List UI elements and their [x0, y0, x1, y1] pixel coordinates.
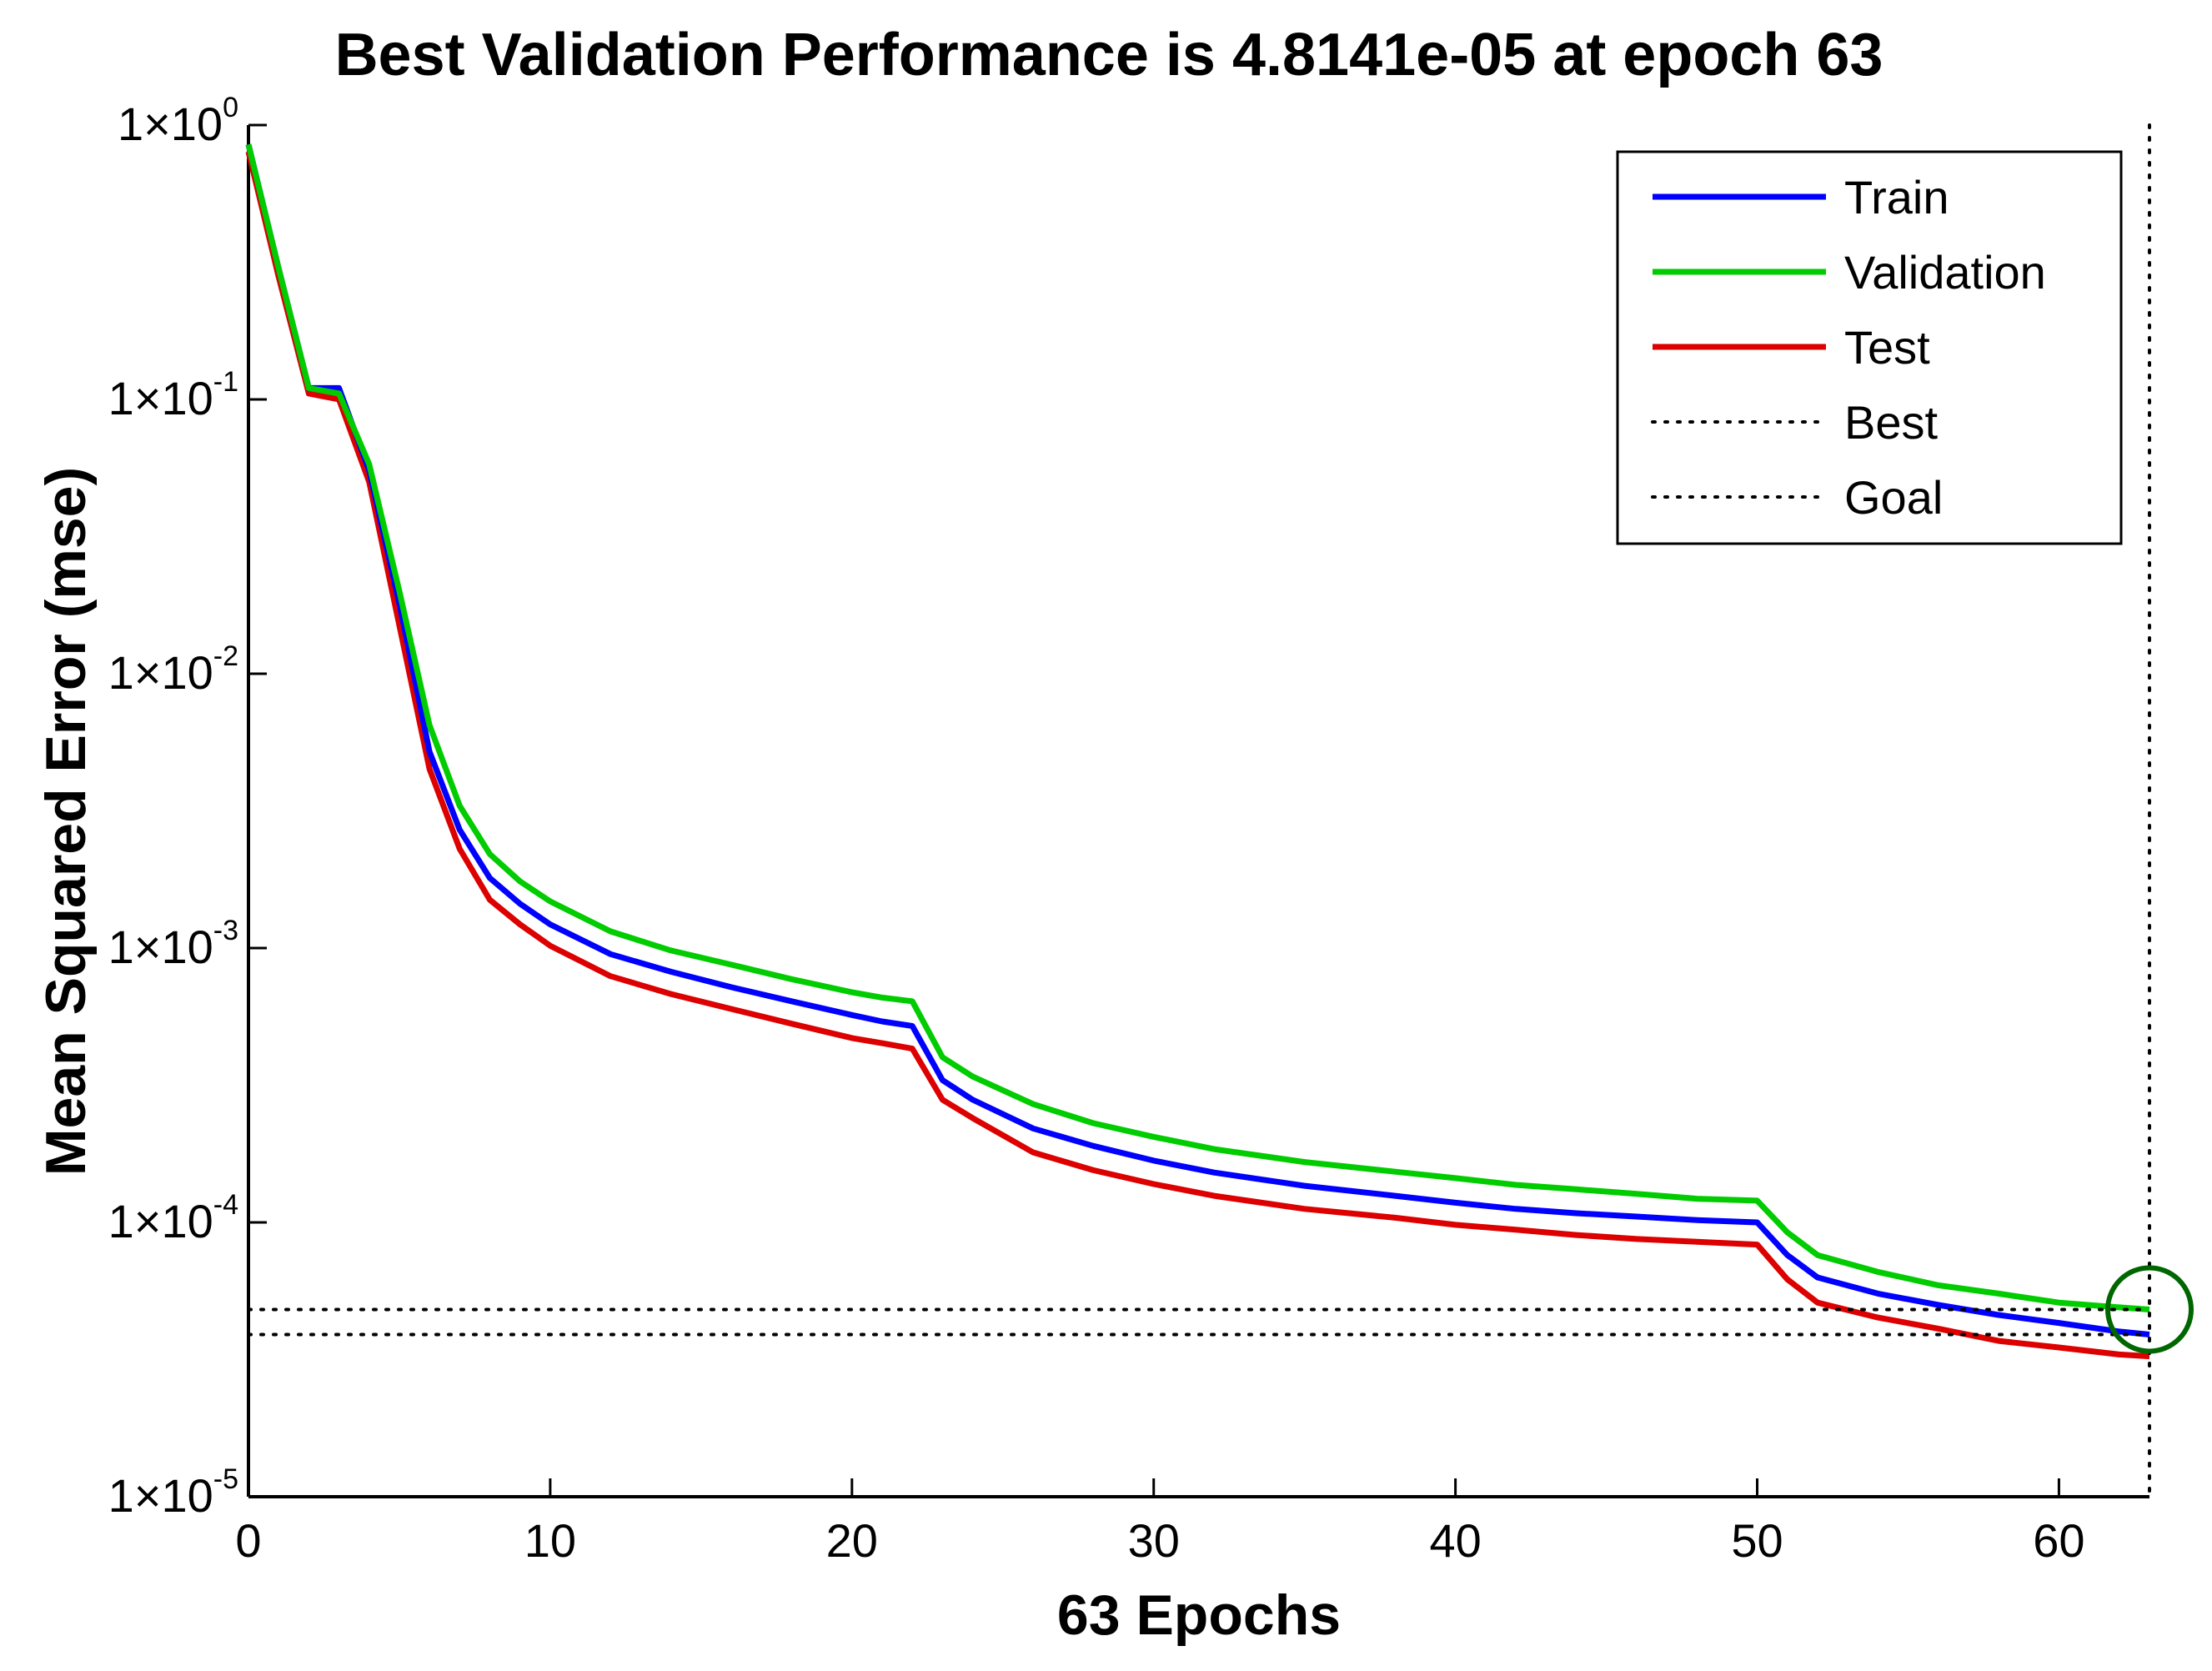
x-tick-label: 0 — [235, 1514, 261, 1567]
x-tick-label: 40 — [1429, 1514, 1481, 1567]
x-axis-ticks: 0 10 20 30 40 50 60 — [235, 1478, 2085, 1567]
y-tick-label: 1×10-4 — [108, 1189, 238, 1247]
y-tick-label: 1×100 — [118, 92, 238, 150]
y-axis-label: Mean Squared Error (mse) — [34, 467, 98, 1176]
series-line-test — [245, 151, 2150, 1360]
x-tick-label: 60 — [2033, 1514, 2084, 1567]
legend-label-best: Best — [1844, 396, 1938, 449]
reference-lines — [247, 123, 2194, 1498]
legend-label-goal: Goal — [1844, 471, 1943, 524]
y-tick-label: 1×10-3 — [108, 915, 238, 973]
series-line-train — [245, 143, 2150, 1337]
y-tick-label: 1×10-2 — [108, 640, 238, 699]
legend-label-train: Train — [1844, 171, 1949, 223]
x-tick-label: 30 — [1128, 1514, 1180, 1567]
legend: Train Validation Test Best Goal — [1616, 150, 2123, 545]
x-tick-label: 50 — [1731, 1514, 1783, 1567]
series-layer — [245, 143, 2150, 1360]
legend-box — [1616, 150, 2123, 545]
legend-label-validation: Validation — [1844, 246, 2046, 299]
legend-label-test: Test — [1844, 321, 1930, 374]
best-epoch-marker — [2105, 1265, 2194, 1354]
y-tick-label: 1×10-5 — [108, 1463, 238, 1522]
x-tick-label: 20 — [826, 1514, 878, 1567]
y-axis-ticks: 1×100 1×10-1 1×10-2 1×10-3 1×10-4 1×10-5 — [108, 92, 267, 1522]
x-axis-label: 63 Epochs — [1057, 1583, 1341, 1647]
chart-title: Best Validation Performance is 4.8141e-0… — [335, 22, 1883, 88]
series-line-validation — [245, 143, 2150, 1312]
x-tick-label: 10 — [524, 1514, 576, 1567]
y-tick-label: 1×10-1 — [108, 366, 238, 424]
